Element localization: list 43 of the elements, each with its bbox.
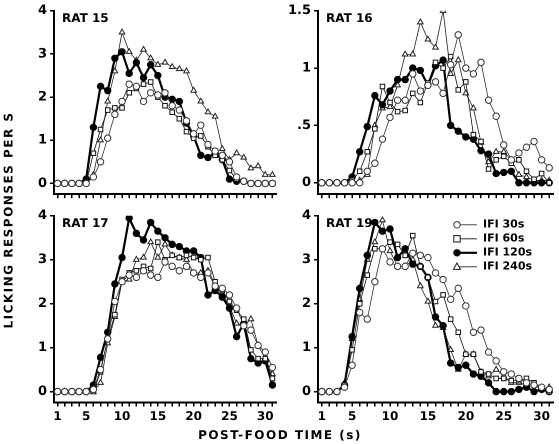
chart-title: RAT 19 <box>326 216 373 230</box>
x-tick-label: 10 <box>382 408 398 423</box>
y-tick-label: 2 <box>302 296 311 312</box>
y-tick-label: 0 <box>38 176 47 191</box>
legend-label: IFI 60s <box>483 232 525 245</box>
y-tick-label: 2 <box>38 89 47 104</box>
y-tick-label: 4 <box>302 208 311 224</box>
x-tick-label: 30 <box>533 408 550 423</box>
y-tick-label: 2 <box>38 296 47 312</box>
x-tick-label: 5 <box>348 408 356 423</box>
legend-label: IFI 30s <box>483 218 525 231</box>
legend-label: IFI 120s <box>483 246 532 259</box>
y-tick-label: 3 <box>38 252 47 268</box>
y-tick-label: 1 <box>38 340 47 356</box>
chart-title: RAT 16 <box>326 10 373 25</box>
legend-label: IFI 240s <box>483 260 532 273</box>
x-tick-label: 25 <box>495 408 512 423</box>
x-axis-title: POST-FOOD TIME (s) <box>197 428 363 442</box>
chart-title: RAT 15 <box>62 10 109 25</box>
y-axis-title: LICKING RESPONSES PER S <box>2 111 16 329</box>
x-tick-label: 5 <box>82 408 90 423</box>
y-tick-label: 1 <box>302 60 311 76</box>
x-tick-label: 15 <box>420 408 436 423</box>
x-tick-label: 25 <box>221 408 238 423</box>
y-tick-label: 3 <box>302 252 311 268</box>
chart-title: RAT 17 <box>62 216 109 230</box>
y-tick-label: 4 <box>38 208 47 224</box>
x-tick-label: 20 <box>457 408 474 423</box>
y-tick-label: 1 <box>38 132 47 148</box>
y-tick-label: 0 <box>302 384 311 399</box>
x-tick-label: 20 <box>185 408 202 423</box>
x-tick-label: 10 <box>114 408 130 423</box>
y-tick-label: 1 <box>302 340 311 356</box>
y-tick-label: 0 <box>302 175 311 190</box>
y-tick-label: 0 <box>38 384 47 399</box>
y-tick-label: 1.5 <box>288 3 311 18</box>
y-tick-label: 3 <box>38 46 47 62</box>
y-tick-label: .5 <box>297 118 311 133</box>
x-tick-label: 1 <box>53 408 62 423</box>
x-tick-label: 15 <box>149 408 166 423</box>
x-tick-label: 30 <box>256 408 274 423</box>
x-tick-label: 1 <box>318 408 326 423</box>
y-tick-label: 4 <box>38 3 47 18</box>
